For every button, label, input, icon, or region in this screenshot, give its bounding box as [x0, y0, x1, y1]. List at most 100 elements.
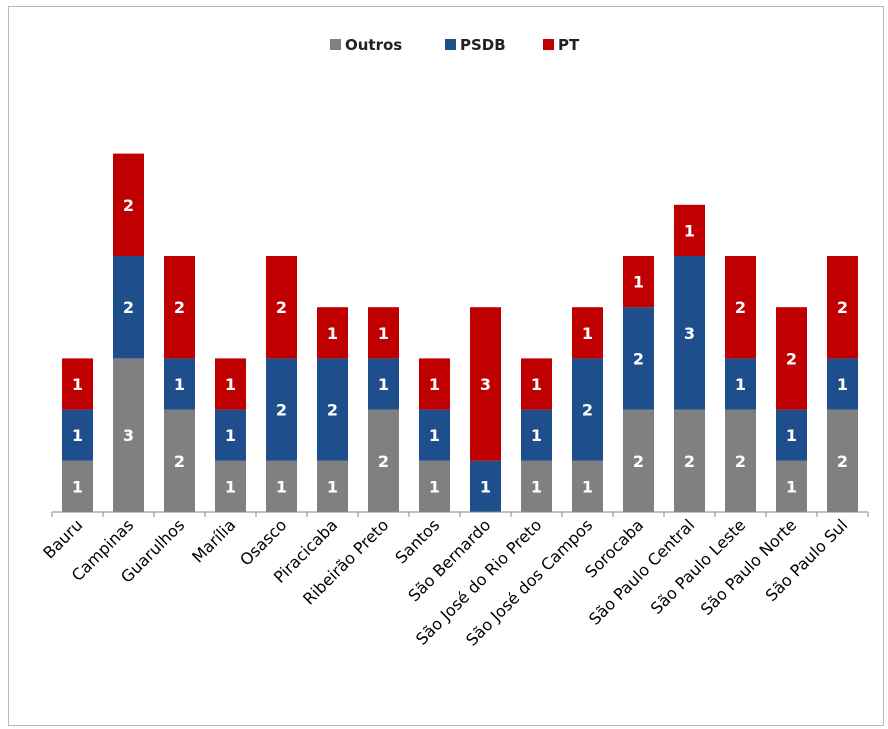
bar-bauru-psdb: [62, 409, 93, 461]
data-label-ribeirao-preto-pt: 1: [378, 324, 389, 343]
legend-swatch-pt: [543, 39, 554, 50]
data-label-sorocaba-psdb: 2: [633, 349, 644, 368]
data-label-marilia-pt: 1: [225, 375, 236, 394]
bar-ribeirao-preto-psdb: [368, 358, 399, 410]
bar-sao-jose-dos-campos-outros: [572, 460, 603, 512]
bar-sao-bernardo-pt: [470, 307, 501, 461]
data-label-bauru-psdb: 1: [72, 426, 83, 445]
data-label-marilia-psdb: 1: [225, 426, 236, 445]
data-label-santos-outros: 1: [429, 477, 440, 496]
data-label-guarulhos-psdb: 1: [174, 375, 185, 394]
bar-osasco-psdb: [266, 358, 297, 461]
bar-sao-jose-do-rio-preto-psdb: [521, 409, 552, 461]
bar-piracicaba-pt: [317, 307, 348, 359]
data-label-osasco-psdb: 2: [276, 401, 287, 420]
data-label-sorocaba-pt: 1: [633, 273, 644, 292]
legend-swatch-outros: [330, 39, 341, 50]
data-label-ribeirao-preto-outros: 2: [378, 452, 389, 471]
bar-ribeirao-preto-pt: [368, 307, 399, 359]
data-label-marilia-outros: 1: [225, 477, 236, 496]
bar-sao-jose-do-rio-preto-pt: [521, 358, 552, 410]
data-label-sao-jose-dos-campos-pt: 1: [582, 324, 593, 343]
bar-sao-paulo-central-psdb: [674, 256, 705, 410]
data-label-sao-paulo-leste-outros: 2: [735, 452, 746, 471]
data-label-guarulhos-pt: 2: [174, 298, 185, 317]
data-label-sao-bernardo-psdb: 1: [480, 477, 491, 496]
bar-guarulhos-outros: [164, 409, 195, 512]
bar-campinas-psdb: [113, 256, 144, 359]
data-label-piracicaba-pt: 1: [327, 324, 338, 343]
bar-sao-paulo-norte-pt: [776, 307, 807, 410]
bar-bauru-outros: [62, 460, 93, 512]
bar-sorocaba-outros: [623, 409, 654, 512]
data-label-sao-bernardo-pt: 3: [480, 375, 491, 394]
data-label-sao-paulo-central-psdb: 3: [684, 324, 695, 343]
bar-sao-paulo-leste-pt: [725, 256, 756, 359]
data-label-sao-jose-dos-campos-outros: 1: [582, 477, 593, 496]
bar-bauru-pt: [62, 358, 93, 410]
bar-sao-paulo-norte-psdb: [776, 409, 807, 461]
bar-sorocaba-pt: [623, 256, 654, 308]
data-label-ribeirao-preto-psdb: 1: [378, 375, 389, 394]
x-ticks: [51, 512, 869, 517]
bar-guarulhos-psdb: [164, 358, 195, 410]
data-labels: 1 1 1 3 2 2 2 1 2 1 1 1 1 2 2 1 2 1 2 1 1 1 1 1 1 3 1 1 1 1 2 1 2 2 1 2 3 1 2 1…: [72, 196, 848, 497]
bar-piracicaba-outros: [317, 460, 348, 512]
data-label-sao-jose-do-rio-preto-outros: 1: [531, 477, 542, 496]
legend: Outros PSDB PT: [330, 36, 580, 54]
bar-guarulhos-pt: [164, 256, 195, 359]
data-label-piracicaba-outros: 1: [327, 477, 338, 496]
bar-piracicaba-psdb: [317, 358, 348, 461]
data-label-sao-paulo-central-pt: 1: [684, 221, 695, 240]
category-label-bauru: Bauru: [39, 515, 86, 562]
data-label-osasco-pt: 2: [276, 298, 287, 317]
data-label-sao-jose-dos-campos-psdb: 2: [582, 401, 593, 420]
bar-osasco-pt: [266, 256, 297, 359]
bar-sao-jose-do-rio-preto-outros: [521, 460, 552, 512]
legend-swatch-psdb: [445, 39, 456, 50]
data-label-sao-paulo-sul-pt: 2: [837, 298, 848, 317]
bars: [62, 153, 858, 512]
data-label-santos-psdb: 1: [429, 426, 440, 445]
data-label-guarulhos-outros: 2: [174, 452, 185, 471]
data-label-sao-paulo-norte-psdb: 1: [786, 426, 797, 445]
bar-sao-paulo-sul-pt: [827, 256, 858, 359]
bar-campinas-outros: [113, 358, 144, 512]
bar-marilia-psdb: [215, 409, 246, 461]
bar-sao-paulo-sul-psdb: [827, 358, 858, 410]
data-label-campinas-outros: 3: [123, 426, 134, 445]
category-label-marilia: Marília: [188, 515, 239, 566]
bar-marilia-pt: [215, 358, 246, 410]
category-label-sao-paulo-leste: São Paulo Leste: [647, 515, 750, 618]
bar-sao-jose-dos-campos-pt: [572, 307, 603, 359]
bar-santos-outros: [419, 460, 450, 512]
bar-sao-paulo-norte-outros: [776, 460, 807, 512]
bar-santos-pt: [419, 358, 450, 410]
data-label-sao-paulo-norte-pt: 2: [786, 349, 797, 368]
data-label-sao-paulo-sul-outros: 2: [837, 452, 848, 471]
data-label-sao-jose-do-rio-preto-pt: 1: [531, 375, 542, 394]
data-label-sao-paulo-norte-outros: 1: [786, 477, 797, 496]
bar-campinas-pt: [113, 153, 144, 256]
bar-santos-psdb: [419, 409, 450, 461]
bar-ribeirao-preto-outros: [368, 409, 399, 512]
bar-sao-bernardo-psdb: [470, 460, 501, 512]
data-label-campinas-psdb: 2: [123, 298, 134, 317]
data-label-osasco-outros: 1: [276, 477, 287, 496]
legend-label-outros: Outros: [345, 36, 402, 54]
data-label-campinas-pt: 2: [123, 196, 134, 215]
bar-sorocaba-psdb: [623, 307, 654, 410]
bar-marilia-outros: [215, 460, 246, 512]
data-label-piracicaba-psdb: 2: [327, 401, 338, 420]
bar-sao-paulo-central-pt: [674, 204, 705, 256]
bar-sao-paulo-leste-psdb: [725, 358, 756, 410]
data-label-sao-paulo-leste-psdb: 1: [735, 375, 746, 394]
bar-sao-paulo-sul-outros: [827, 409, 858, 512]
data-label-sorocaba-outros: 2: [633, 452, 644, 471]
data-label-sao-paulo-sul-psdb: 1: [837, 375, 848, 394]
data-label-sao-jose-do-rio-preto-psdb: 1: [531, 426, 542, 445]
data-label-bauru-outros: 1: [72, 477, 83, 496]
data-label-sao-paulo-central-outros: 2: [684, 452, 695, 471]
